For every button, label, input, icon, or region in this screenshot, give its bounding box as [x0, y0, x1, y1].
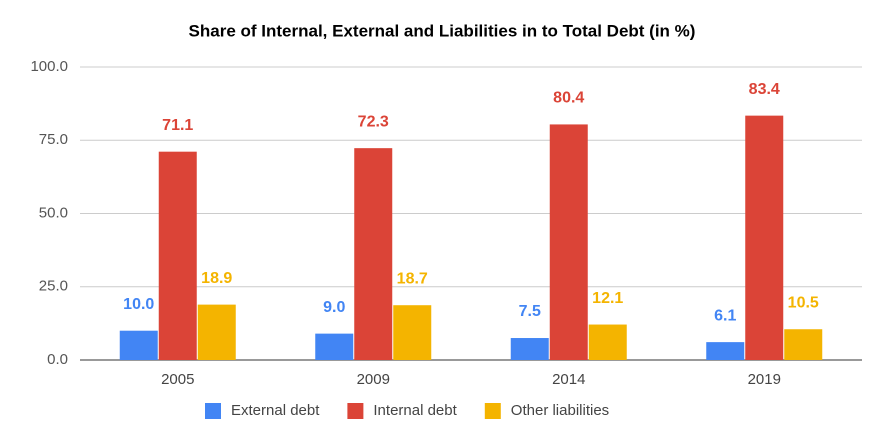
value-label: 6.1	[714, 307, 736, 324]
y-tick-label: 75.0	[39, 131, 68, 148]
bar	[588, 324, 627, 360]
bar	[197, 304, 236, 360]
value-label: 72.3	[358, 113, 389, 130]
legend-swatch	[205, 403, 221, 419]
legend-swatch	[484, 403, 501, 419]
y-tick-label: 0.0	[47, 351, 68, 368]
bar	[510, 338, 549, 360]
value-label: 80.4	[553, 90, 584, 107]
bar	[354, 148, 393, 360]
bar	[158, 151, 197, 360]
bar	[706, 342, 745, 360]
bar	[315, 333, 354, 360]
bar	[119, 330, 158, 360]
legend-label: Other liabilities	[511, 402, 609, 419]
x-tick-label: 2019	[748, 371, 781, 388]
x-tick-label: 2014	[552, 371, 585, 388]
bar	[784, 329, 823, 360]
bar	[745, 115, 784, 360]
value-label: 10.0	[123, 296, 154, 313]
legend-label: External debt	[231, 402, 320, 419]
value-label: 12.1	[592, 290, 623, 307]
value-label: 83.4	[749, 81, 780, 98]
legend-label: Internal debt	[373, 402, 457, 419]
value-label: 18.9	[201, 270, 232, 287]
legend-swatch	[347, 403, 364, 419]
value-label: 9.0	[323, 299, 345, 316]
value-label: 71.1	[162, 117, 193, 134]
chart-title: Share of Internal, External and Liabilit…	[189, 21, 696, 40]
bar	[549, 124, 588, 360]
y-tick-label: 100.0	[30, 58, 68, 75]
x-tick-label: 2009	[357, 371, 390, 388]
y-tick-label: 50.0	[39, 204, 68, 221]
value-label: 10.5	[788, 294, 819, 311]
x-tick-label: 2005	[161, 371, 194, 388]
y-tick-label: 25.0	[39, 278, 68, 295]
value-label: 7.5	[519, 303, 541, 320]
value-label: 18.7	[397, 270, 428, 287]
bar	[393, 305, 432, 360]
